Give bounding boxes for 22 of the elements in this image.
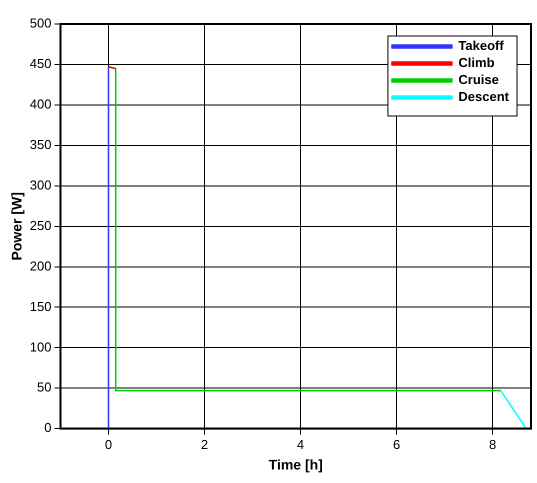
x-tick-label: 2 (200, 436, 208, 452)
y-tick-label: 100 (30, 339, 52, 354)
y-tick-label: 150 (30, 298, 52, 314)
x-tick-label: 6 (392, 436, 400, 452)
x-tick-label: 8 (488, 436, 496, 452)
x-tick-label: 0 (104, 436, 112, 452)
y-tick-label: 400 (30, 96, 52, 112)
y-tick-label: 200 (30, 258, 52, 274)
legend-label: Descent (458, 89, 510, 104)
y-tick-label: 350 (30, 136, 52, 152)
y-tick-label: 0 (44, 420, 52, 436)
x-tick-label: 4 (296, 436, 304, 452)
y-tick-label: 50 (37, 380, 52, 395)
y-tick-label: 500 (30, 16, 52, 31)
legend-label: Climb (458, 55, 495, 70)
y-tick-label: 450 (30, 56, 52, 72)
y-tick-label: 250 (30, 218, 52, 233)
y-tick-label: 300 (30, 177, 52, 192)
legend-label: Cruise (458, 72, 499, 88)
x-axis-title: Time [h] (268, 456, 323, 472)
legend-label: Takeoff (458, 38, 504, 54)
y-axis-title: Power [W] (8, 192, 24, 261)
